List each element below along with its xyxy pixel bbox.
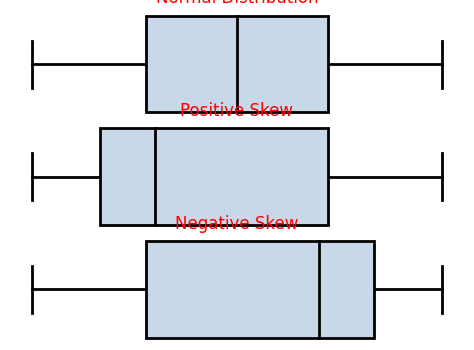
Bar [146,16,328,112]
Bar [100,128,328,225]
Text: Positive Skew: Positive Skew [181,102,293,120]
Text: Negative Skew: Negative Skew [175,215,299,232]
Bar [146,241,374,338]
Text: Normal Distribution: Normal Distribution [156,0,318,7]
